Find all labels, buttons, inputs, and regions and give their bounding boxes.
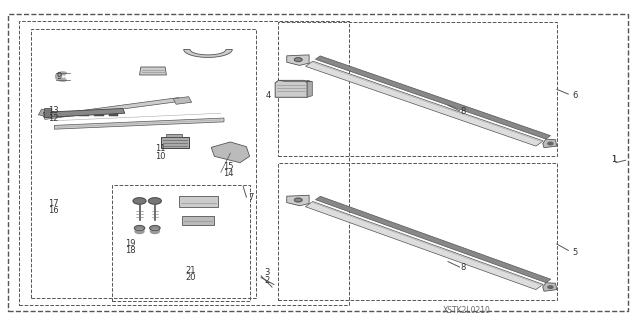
Text: 16: 16 [48,206,59,215]
Bar [278,163,557,300]
Polygon shape [287,195,309,206]
Polygon shape [287,55,309,65]
Polygon shape [38,109,54,117]
Text: 15: 15 [223,162,233,171]
Bar [109,113,118,116]
Text: 17: 17 [48,199,59,208]
Polygon shape [307,80,312,97]
Text: 9: 9 [56,72,61,81]
Text: 18: 18 [125,246,136,255]
Text: 13: 13 [48,106,59,115]
Bar [166,134,182,137]
Circle shape [148,198,161,204]
Polygon shape [316,196,551,283]
Text: 12: 12 [48,114,58,122]
Text: 1: 1 [611,155,616,164]
Bar [278,22,557,156]
Circle shape [294,198,302,202]
Text: 2: 2 [264,276,269,285]
Text: 5: 5 [573,248,578,256]
Bar [112,185,250,301]
Bar [65,113,74,116]
Text: 4: 4 [266,91,271,100]
Polygon shape [305,61,543,146]
Text: 7: 7 [248,193,253,202]
Polygon shape [278,80,312,82]
Polygon shape [173,97,191,104]
Bar [94,113,104,116]
Text: 14: 14 [223,169,233,178]
Circle shape [150,226,160,231]
Text: 6: 6 [573,91,578,100]
Circle shape [294,58,302,62]
Circle shape [548,142,553,145]
Polygon shape [275,80,307,97]
Polygon shape [543,283,557,291]
Bar [31,29,256,298]
Circle shape [133,198,146,204]
Text: 11: 11 [155,144,165,153]
Bar [19,21,349,305]
Bar [79,113,89,116]
Polygon shape [161,137,189,148]
Text: 10: 10 [155,152,165,161]
Circle shape [135,229,144,234]
Polygon shape [179,196,218,207]
Polygon shape [44,108,125,117]
Text: XSTK2L0210: XSTK2L0210 [444,306,491,315]
Polygon shape [182,216,214,225]
Circle shape [150,229,159,234]
Bar [50,113,60,116]
Polygon shape [211,142,250,163]
Text: 20: 20 [186,273,196,282]
Circle shape [548,286,553,288]
Polygon shape [184,49,232,57]
Text: 8: 8 [461,263,466,272]
Text: 19: 19 [125,239,135,248]
Text: 21: 21 [186,266,196,275]
Polygon shape [43,98,181,119]
Text: 8: 8 [461,107,466,116]
Polygon shape [54,118,224,129]
Polygon shape [316,56,550,139]
Text: 3: 3 [264,268,269,277]
Polygon shape [140,67,166,75]
Polygon shape [44,108,51,117]
Polygon shape [543,139,557,148]
Text: 1: 1 [611,155,616,164]
Polygon shape [305,202,543,290]
Circle shape [134,226,145,231]
